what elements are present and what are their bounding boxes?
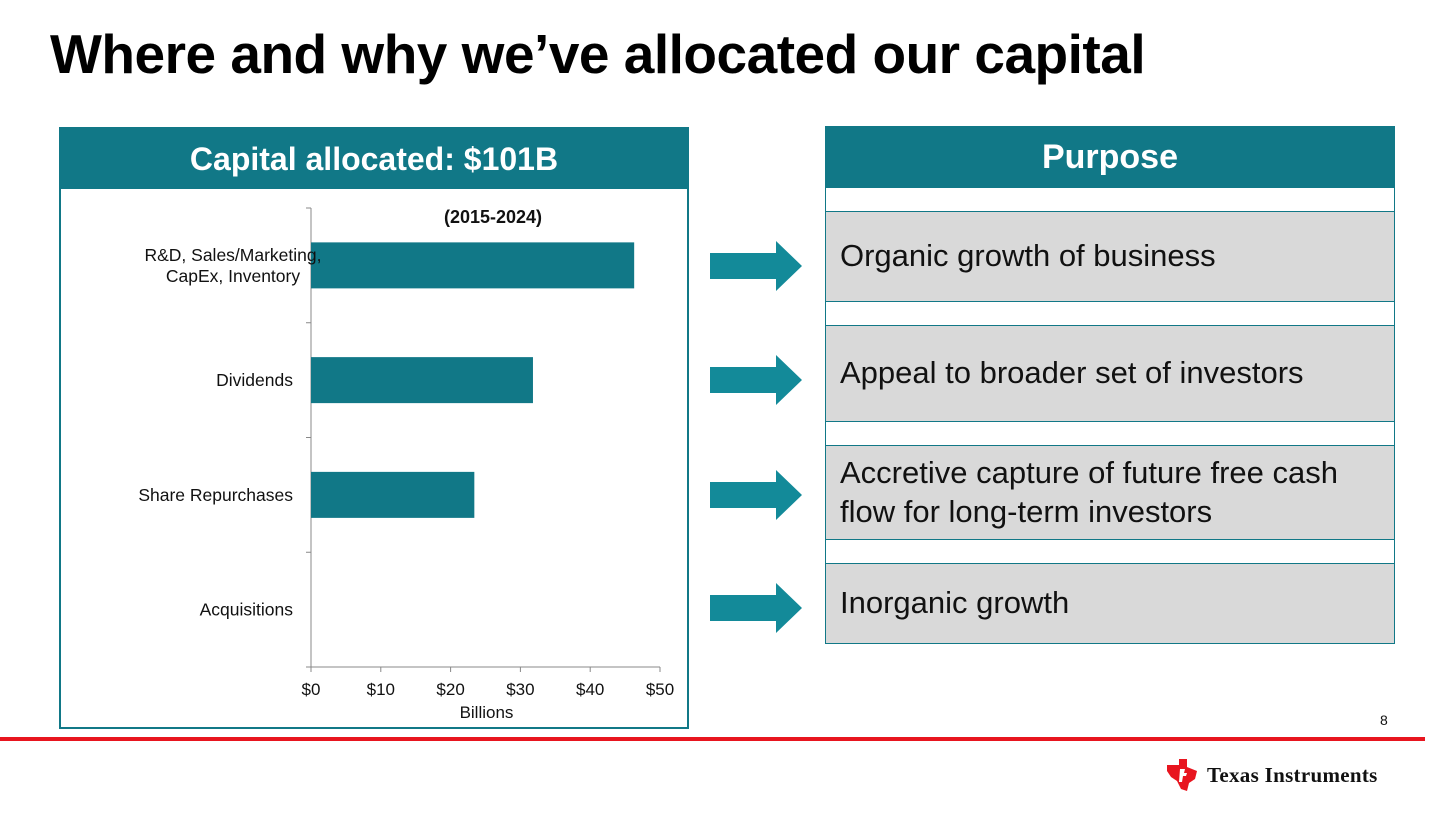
capital-bar-chart: $0 $10 $20 $30 $40 $50 Billions (2015-2024) R&D,… bbox=[138, 207, 674, 722]
bar bbox=[311, 242, 635, 289]
x-tick-label: $10 bbox=[367, 680, 395, 699]
purpose-item-organic: Organic growth of business bbox=[825, 212, 1395, 302]
chart-annotation: (2015-2024) bbox=[444, 207, 542, 227]
bar bbox=[311, 471, 475, 518]
capital-chart-panel: Capital allocated: $101B $0 $10 $20 $30 $40 $… bbox=[59, 127, 689, 729]
purpose-header: Purpose bbox=[825, 126, 1395, 188]
purpose-item-investors: Appeal to broader set of investors bbox=[825, 326, 1395, 422]
red-divider bbox=[0, 737, 1425, 741]
category-label: CapEx, Inventory bbox=[166, 266, 300, 286]
chart-panel-header: Capital allocated: $101B bbox=[61, 129, 687, 189]
x-tick-label: $20 bbox=[436, 680, 464, 699]
x-axis-label: Billions bbox=[460, 703, 514, 722]
company-logo: Texas Instruments bbox=[1165, 757, 1378, 793]
page-title: Where and why we’ve allocated our capita… bbox=[50, 23, 1146, 85]
arrow-right-icon bbox=[710, 470, 802, 520]
purpose-item-free-cash-flow: Accretive capture of future free cash fl… bbox=[825, 446, 1395, 540]
arrow-right-icon bbox=[710, 583, 802, 633]
x-tick-label: $0 bbox=[302, 680, 321, 699]
ti-state-logo-icon bbox=[1167, 759, 1197, 791]
category-label: R&D, Sales/Marketing, bbox=[144, 245, 321, 265]
category-label: Share Repurchases bbox=[138, 485, 293, 505]
x-tick-label: $30 bbox=[506, 680, 534, 699]
arrow-right-icon bbox=[710, 355, 802, 405]
purpose-item-inorganic: Inorganic growth bbox=[825, 564, 1395, 644]
x-tick-label: $40 bbox=[576, 680, 604, 699]
category-label: Dividends bbox=[216, 370, 293, 390]
arrow-right-icon bbox=[710, 241, 802, 291]
company-name: Texas Instruments bbox=[1207, 762, 1378, 787]
purpose-panel: Purpose Organic growth of business Appea… bbox=[825, 126, 1395, 644]
spacer-row bbox=[825, 302, 1395, 326]
page-number: 8 bbox=[1380, 712, 1388, 728]
spacer-row bbox=[825, 422, 1395, 446]
category-label: Acquisitions bbox=[200, 600, 294, 620]
spacer-row bbox=[825, 188, 1395, 212]
bar bbox=[311, 357, 533, 404]
x-tick-label: $50 bbox=[646, 680, 674, 699]
spacer-row bbox=[825, 540, 1395, 564]
